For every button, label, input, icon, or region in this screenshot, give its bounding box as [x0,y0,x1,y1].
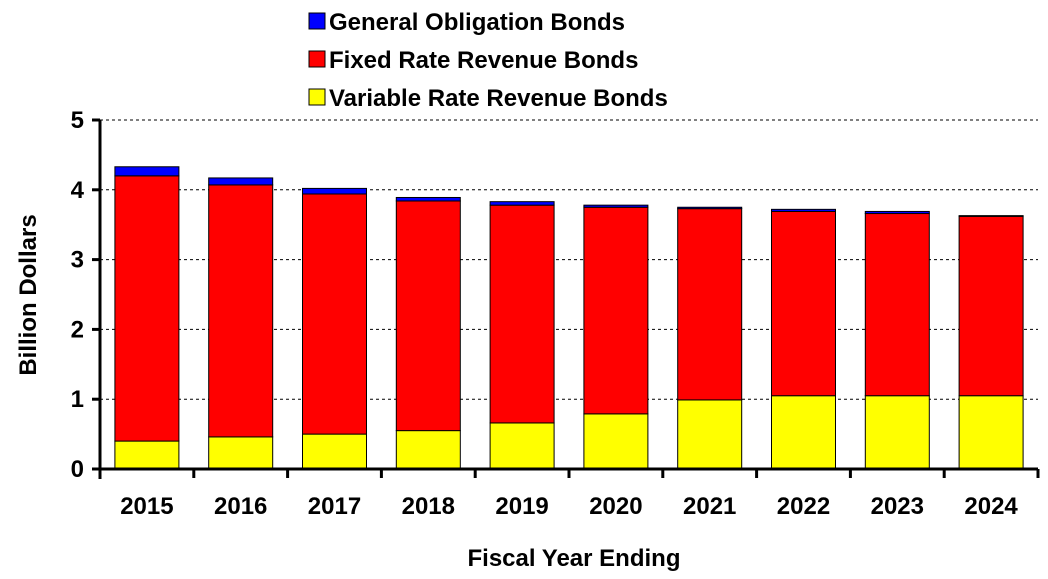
bar-2024-variable-rate-revenue-bonds [958,395,1024,470]
bar-2019-variable-rate-revenue-bonds [489,422,555,470]
bar-2015-variable-rate-revenue-bonds [114,440,180,470]
x-tick-label-2022: 2022 [777,493,830,520]
bar-2023-variable-rate-revenue-bonds [864,395,930,470]
bars [114,166,1024,470]
x-tick-label-2017: 2017 [308,493,361,520]
bar-2020-fixed-rate-revenue-bonds [583,206,649,415]
x-tick-label-2020: 2020 [589,493,642,520]
legend-label-general-obligation-bonds: General Obligation Bonds [329,9,625,36]
bar-2021-general-obligation-bonds [677,206,743,210]
x-axis-title: Fiscal Year Ending [468,545,681,572]
bar-2021-fixed-rate-revenue-bonds [677,208,743,401]
y-tick-label-2: 2 [71,316,84,343]
bar-2016-fixed-rate-revenue-bonds [208,184,274,438]
bar-2019-general-obligation-bonds [489,201,555,206]
y-axis-title: Billion Dollars [15,214,42,375]
bar-2015-fixed-rate-revenue-bonds [114,175,180,442]
bar-2016-variable-rate-revenue-bonds [208,436,274,470]
y-tick-label-5: 5 [71,107,84,134]
bar-2024-fixed-rate-revenue-bonds [958,215,1024,397]
bar-2022-fixed-rate-revenue-bonds [771,210,836,397]
bar-2018-variable-rate-revenue-bonds [395,430,461,470]
x-tick-label-2015: 2015 [120,493,173,520]
bar-2017-fixed-rate-revenue-bonds [302,193,367,435]
y-tick-label-3: 3 [71,247,84,274]
bar-2019-fixed-rate-revenue-bonds [489,204,555,424]
x-tick-label-2018: 2018 [402,493,455,520]
bar-2020-general-obligation-bonds [583,204,649,208]
legend-label-variable-rate-revenue-bonds: Variable Rate Revenue Bonds [329,85,668,112]
legend: General Obligation Bonds Fixed Rate Reven… [308,9,668,112]
bar-2017-variable-rate-revenue-bonds [302,433,367,470]
y-tick-label-1: 1 [71,386,84,413]
x-tick-label-2021: 2021 [683,493,736,520]
legend-swatch-variable-rate-revenue-bonds [308,88,326,106]
x-tick-label-2023: 2023 [871,493,924,520]
legend-swatch-general-obligation-bonds [308,12,326,30]
legend-swatch-fixed-rate-revenue-bonds [308,50,326,68]
x-tick-labels: 2015 2016 2017 2018 2019 2020 2021 2022 2023 2024 [120,493,1018,520]
x-tick-label-2024: 2024 [964,493,1018,520]
legend-label-fixed-rate-revenue-bonds: Fixed Rate Revenue Bonds [329,47,638,74]
bar-2023-fixed-rate-revenue-bonds [864,213,930,397]
bar-2018-fixed-rate-revenue-bonds [395,200,461,432]
bar-2015-general-obligation-bonds [114,166,180,177]
x-tick-label-2019: 2019 [495,493,548,520]
x-tick-label-2016: 2016 [214,493,267,520]
bar-2020-variable-rate-revenue-bonds [583,413,649,470]
axes [92,118,1040,479]
bar-2021-variable-rate-revenue-bonds [677,399,743,470]
y-tick-label-4: 4 [71,177,85,204]
bar-2017-general-obligation-bonds [302,187,367,195]
bar-2016-general-obligation-bonds [208,177,274,186]
y-tick-label-0: 0 [71,456,84,483]
y-tick-labels: 0 1 2 3 4 5 [71,107,85,483]
bar-2024-general-obligation-bonds [958,215,1024,217]
bar-2018-general-obligation-bonds [395,196,461,202]
bar-2023-general-obligation-bonds [864,210,930,215]
bar-2022-variable-rate-revenue-bonds [771,395,836,470]
bar-2022-general-obligation-bonds [771,208,836,212]
